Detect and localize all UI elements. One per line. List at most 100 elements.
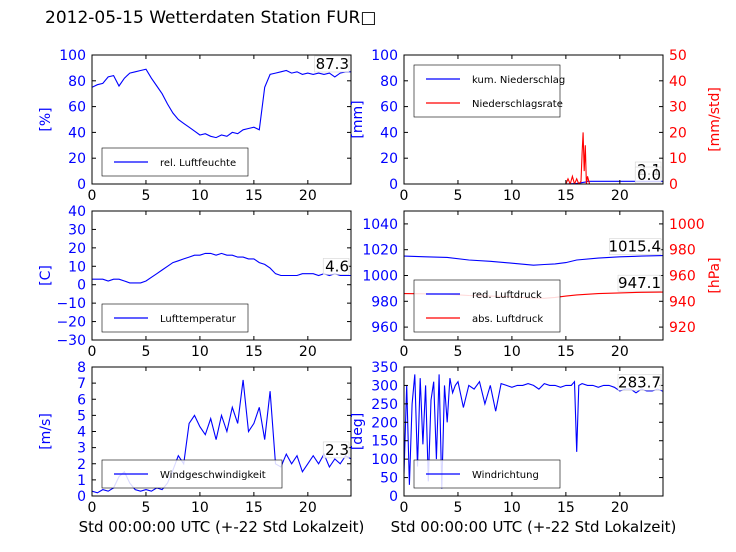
y-right-tick-label: 940 [669, 294, 696, 310]
last-value-label: 87.3 [316, 55, 349, 73]
legend-label: Niederschlagsrate [472, 99, 563, 110]
plot-frame [91, 210, 352, 341]
series-line-1 [92, 68, 351, 139]
y-tick-label: 250 [371, 397, 398, 413]
y-tick-label: 960 [371, 320, 398, 336]
legend: rel. Luftfeuchte [101, 147, 249, 177]
y-tick-label: 0 [77, 278, 86, 294]
legend: Windrichtung [413, 459, 561, 489]
y-tick-label: 100 [371, 452, 398, 468]
x-tick-label: 20 [299, 344, 317, 360]
legend: Lufttemperatur [101, 303, 249, 333]
x-tick-label: 0 [88, 344, 97, 360]
y-tick-label: 7 [77, 376, 86, 392]
x-tick-label: 0 [400, 500, 409, 516]
value-badge-bg [634, 166, 662, 184]
x-tick-label: 20 [611, 188, 629, 204]
y-tick-label: 5 [77, 408, 86, 424]
x-tick-label: 10 [503, 344, 521, 360]
chart-panel-3: 0 5 10 15 20 −30 −20 −10 0 10 20 30 40 [C] 4.6 Lufttemp… [38, 204, 352, 360]
y-tick-label: 0 [389, 177, 398, 193]
y-tick-label: 50 [380, 471, 398, 487]
y-tick-label: 150 [371, 434, 398, 450]
y-right-tick-label: 960 [669, 269, 696, 285]
x-tick-label: 0 [88, 188, 97, 204]
y-tick-label: 40 [68, 204, 86, 220]
x-tick-label: 5 [141, 188, 150, 204]
x-tick-label: 20 [299, 500, 317, 516]
y-axis-label: [m/s] [38, 413, 54, 450]
x-tick-label: 15 [245, 188, 263, 204]
plot-frame [91, 54, 352, 185]
y-tick-label: −10 [56, 296, 86, 312]
legend: red. Luftdruck abs. Luftdruck [413, 279, 561, 333]
chart-panel-4: 0 5 10 15 20 960 980 1000 1020 1040 920 940 960 980 10… [362, 210, 723, 360]
y-right-tick-label: 40 [669, 74, 687, 90]
x-tick-label: 10 [191, 500, 209, 516]
last-value-label: 4.6 [325, 258, 349, 276]
x-tick-label: 10 [191, 344, 209, 360]
y-tick-label: 200 [371, 415, 398, 431]
y-axis-label: [%] [38, 107, 54, 131]
y-tick-label: −20 [56, 315, 86, 331]
series-line-1 [404, 255, 663, 266]
series-line-1 [404, 180, 663, 184]
value-badge-bg [617, 274, 662, 292]
y-axis-label: [mm] [350, 100, 366, 138]
chart-panel-1: 0 5 10 15 20 0 20 40 60 80 100 [%] 87.3 rel. Luftfeuc… [38, 48, 352, 204]
value-badge-bg [322, 441, 350, 459]
x-tick-label: 10 [503, 500, 521, 516]
y-right-tick-label: 980 [669, 243, 696, 259]
y-right-tick-label: 0 [669, 177, 678, 193]
x-tick-label: 10 [503, 188, 521, 204]
x-tick-label: 15 [557, 500, 575, 516]
x-tick-label: 20 [611, 344, 629, 360]
y-axis-label: [deg] [350, 413, 366, 450]
x-tick-label: 5 [453, 344, 462, 360]
y-tick-label: 1 [77, 473, 86, 489]
y-tick-label: 2 [77, 457, 86, 473]
y-tick-label: 350 [371, 360, 398, 376]
value-badge-bg [322, 258, 350, 275]
y-tick-label: 20 [380, 151, 398, 167]
legend-label: Windgeschwindigkeit [160, 470, 266, 481]
legend-label: Lufttemperatur [160, 314, 237, 325]
x-tick-label: 10 [191, 188, 209, 204]
last-value-label: 947.1 [618, 274, 661, 292]
legend-box [413, 64, 561, 118]
y-axis-right-label: [mm/std] [707, 87, 723, 152]
last-value-label: 283.7 [618, 373, 661, 391]
y-right-tick-label: 1000 [669, 217, 705, 233]
value-badge-bg [609, 238, 662, 255]
x-tick-label: 15 [557, 188, 575, 204]
y-tick-label: 6 [77, 392, 86, 408]
y-tick-label: 0 [77, 177, 86, 193]
series-line-1 [92, 379, 351, 494]
value-badge-bg [617, 374, 662, 391]
y-tick-label: 10 [68, 259, 86, 275]
x-tick-label: 5 [141, 344, 150, 360]
x-tick-label: 15 [245, 344, 263, 360]
y-tick-label: 100 [371, 48, 398, 64]
series-line-1 [404, 374, 663, 489]
y-tick-label: 0 [77, 489, 86, 505]
y-tick-label: 80 [380, 74, 398, 90]
y-tick-label: 1040 [362, 217, 398, 233]
legend-box [413, 279, 561, 333]
y-axis-right-label: [hPa] [707, 257, 723, 293]
series-line-2 [404, 132, 663, 184]
y-tick-label: 0 [389, 489, 398, 505]
legend-label: red. Luftdruck [472, 290, 542, 301]
last-value-label: 2.3 [325, 441, 349, 459]
legend-label: abs. Luftdruck [472, 314, 543, 325]
x-tick-label: 15 [557, 344, 575, 360]
last-value-label: 0.0 [637, 166, 661, 184]
y-tick-label: 30 [68, 222, 86, 238]
plot-frame [403, 366, 664, 497]
y-tick-label: 1020 [362, 243, 398, 259]
x-tick-label: 5 [453, 500, 462, 516]
y-right-tick-label: 20 [669, 125, 687, 141]
